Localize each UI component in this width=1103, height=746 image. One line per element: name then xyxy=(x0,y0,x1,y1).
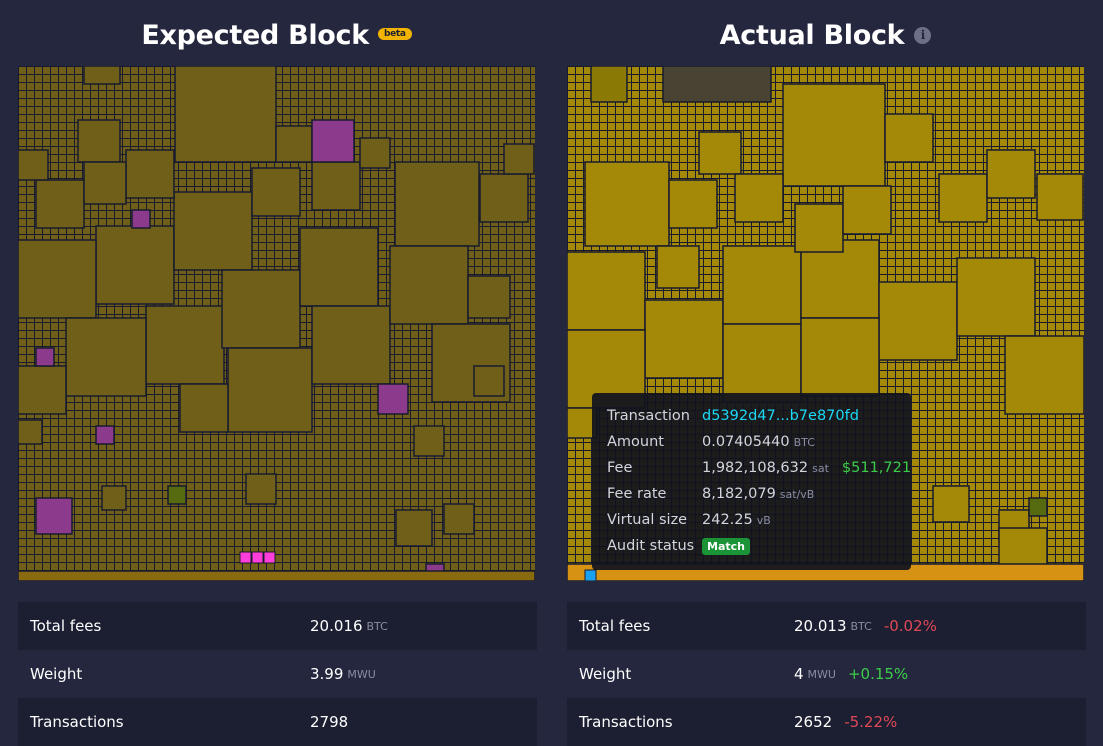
tooltip-fee-rate-value: 8,182,079 xyxy=(702,486,776,502)
actual-total-fees-row: Total fees 20.013 BTC -0.02% xyxy=(567,602,1086,650)
expected-block-stats: Total fees 20.016 BTC Weight 3.99 MWU Tr… xyxy=(18,602,537,746)
beta-badge: beta xyxy=(377,28,412,40)
tooltip-audit-row: Audit status Match xyxy=(607,536,750,556)
stat-value: 20.016 xyxy=(310,617,363,635)
stat-label: Transactions xyxy=(30,713,124,731)
stat-label: Total fees xyxy=(579,617,651,635)
stat-value: 2652 xyxy=(794,713,833,731)
info-icon[interactable]: i xyxy=(914,26,932,44)
tooltip-fee-row: Fee 1,982,108,632 sat $511,721 xyxy=(607,458,911,478)
stat-value: 20.013 xyxy=(794,617,847,635)
stat-unit: MWU xyxy=(347,667,376,681)
tooltip-fee-label: Fee xyxy=(607,460,633,476)
tooltip-fee-rate-row: Fee rate 8,182,079 sat/vB xyxy=(607,484,814,504)
actual-transactions-row: Transactions 2652 -5.22% xyxy=(567,698,1086,746)
tooltip-fee-usd: $511,721 xyxy=(841,460,912,476)
expected-block-tiles xyxy=(18,66,535,581)
stat-label: Weight xyxy=(579,665,632,683)
expected-block-treemap[interactable] xyxy=(18,66,535,581)
expected-total-fees-row: Total fees 20.016 BTC xyxy=(18,602,537,650)
tooltip-amount-unit: BTC xyxy=(793,435,815,449)
tooltip-vsize-row: Virtual size 242.25 vB xyxy=(607,510,771,530)
stat-unit: BTC xyxy=(850,619,872,633)
stat-delta: -0.02% xyxy=(883,617,937,635)
stat-label: Weight xyxy=(30,665,83,683)
stat-value: 3.99 xyxy=(310,665,344,683)
stat-label: Total fees xyxy=(30,617,102,635)
stat-delta: -5.22% xyxy=(844,713,898,731)
tooltip-fee-unit: sat xyxy=(812,461,829,475)
tooltip-transaction-link[interactable]: d5392d47...b7e870fd xyxy=(702,408,859,424)
stat-label: Transactions xyxy=(579,713,673,731)
tooltip-amount-label: Amount xyxy=(607,434,664,450)
tooltip-fee-rate-label: Fee rate xyxy=(607,486,667,502)
stat-value: 2798 xyxy=(310,713,349,731)
tooltip-vsize-label: Virtual size xyxy=(607,512,688,528)
tooltip-vsize-value: 242.25 xyxy=(702,512,753,528)
expected-block-title: Expected Block beta xyxy=(18,17,535,53)
tooltip-fee-rate-unit: sat/vB xyxy=(779,487,815,501)
transaction-tooltip: Transaction d5392d47...b7e870fd Amount 0… xyxy=(592,393,911,570)
stat-value: 4 xyxy=(794,665,804,683)
stat-delta: +0.15% xyxy=(847,665,909,683)
tooltip-transaction-row: Transaction d5392d47...b7e870fd xyxy=(607,406,859,426)
actual-block-tiles xyxy=(567,66,1084,581)
audit-match-badge: Match xyxy=(702,537,750,555)
expected-block-title-text: Expected Block xyxy=(141,19,369,51)
tooltip-transaction-label: Transaction xyxy=(607,408,690,424)
tooltip-vsize-unit: vB xyxy=(756,513,771,527)
stat-unit: BTC xyxy=(366,619,388,633)
actual-block-stats: Total fees 20.013 BTC -0.02% Weight 4 MW… xyxy=(567,602,1086,746)
expected-weight-row: Weight 3.99 MWU xyxy=(18,650,537,698)
actual-block-title-text: Actual Block xyxy=(719,19,905,51)
actual-block-title: Actual Block i xyxy=(567,17,1084,53)
tooltip-amount-value: 0.07405440 xyxy=(702,434,790,450)
actual-weight-row: Weight 4 MWU +0.15% xyxy=(567,650,1086,698)
expected-transactions-row: Transactions 2798 xyxy=(18,698,537,746)
tooltip-fee-value: 1,982,108,632 xyxy=(702,460,809,476)
tooltip-amount-row: Amount 0.07405440 BTC xyxy=(607,432,815,452)
tooltip-audit-label: Audit status xyxy=(607,538,695,554)
stat-unit: MWU xyxy=(807,667,836,681)
